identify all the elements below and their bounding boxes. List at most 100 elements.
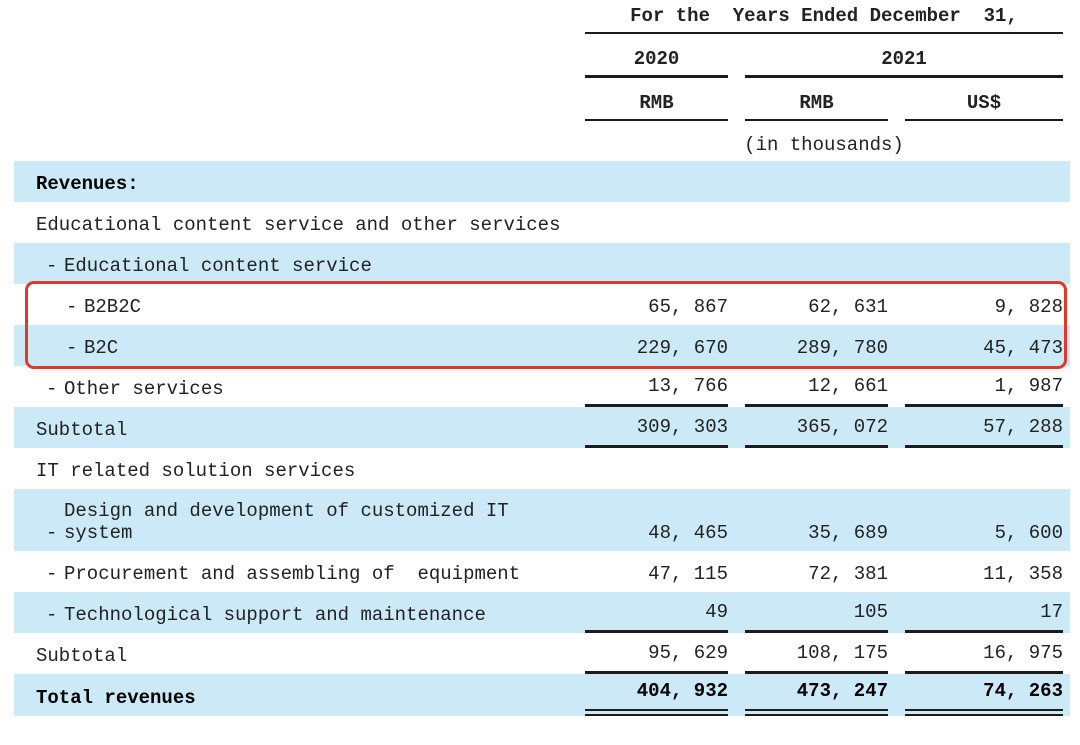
- period-header-row: For the Years Ended December 31,: [14, 0, 1070, 34]
- revenue-breakdown-table: For the Years Ended December 31, 2020 20…: [14, 0, 1070, 716]
- row-label-cell: IT related solution services: [14, 448, 585, 489]
- row-label: Other services: [64, 378, 224, 400]
- value-2021-usd: [905, 448, 1063, 489]
- value-2020-rmb: 309, 303: [585, 407, 728, 448]
- column-gap: [888, 243, 905, 284]
- row-label-cell: Revenues:: [14, 161, 585, 202]
- value-2020-rmb: 65, 867: [648, 296, 728, 318]
- column-gap: [888, 592, 905, 633]
- value-2021-usd: 1, 987: [905, 366, 1063, 407]
- value-2021-usd: 5, 600: [994, 522, 1063, 544]
- table-row: - B2B2C 65, 867 62, 631 9, 828: [14, 284, 1070, 325]
- table-row: Subtotal 95, 629 108, 175 16, 975: [14, 633, 1070, 674]
- value-2021-rmb: 365, 072: [745, 407, 888, 448]
- value-2021-rmb: 35, 689: [808, 522, 888, 544]
- value-2021-rmb: [745, 202, 888, 243]
- rmb-2021-header: RMB: [745, 88, 888, 121]
- column-gap: [728, 448, 745, 489]
- table-row: Revenues:: [14, 161, 1070, 202]
- value-2020-rmb: 404, 932: [585, 674, 728, 716]
- dash-bullet: -: [66, 337, 78, 359]
- table-body: Revenues: Educational content service an…: [14, 161, 1070, 716]
- row-label: B2B2C: [84, 296, 142, 318]
- column-gap: [728, 325, 745, 366]
- table-row: IT related solution services: [14, 448, 1070, 489]
- usd-2021-header: US$: [905, 88, 1063, 121]
- column-gap: [888, 489, 905, 551]
- row-label: Subtotal: [36, 419, 128, 441]
- column-gap: [728, 243, 745, 284]
- units-note-row: (in thousands): [14, 121, 1070, 161]
- value-2021-rmb: [745, 161, 888, 202]
- row-label-cell: Educational content service and other se…: [14, 202, 585, 243]
- value-2021-rmb: 12, 661: [745, 366, 888, 407]
- column-gap: [888, 161, 905, 202]
- row-label-cell: - B2C: [14, 325, 585, 366]
- column-gap: [888, 366, 905, 407]
- value-2021-rmb: 72, 381: [808, 563, 888, 585]
- year-2020-header: 2020: [585, 44, 728, 78]
- dash-bullet: -: [46, 604, 58, 626]
- column-gap: [728, 88, 745, 121]
- value-2021-rmb: 105: [745, 592, 888, 633]
- value-2020-rmb: [585, 161, 728, 202]
- row-label-cell: Subtotal: [14, 633, 585, 674]
- row-label-cell: - Procurement and assembling of equipmen…: [14, 551, 585, 592]
- value-2021-rmb: [745, 448, 888, 489]
- row-label: Subtotal: [36, 645, 128, 667]
- value-2020-rmb: 49: [585, 592, 728, 633]
- column-gap: [728, 161, 745, 202]
- row-label: Procurement and assembling of equipment: [64, 563, 521, 585]
- value-2021-usd: 11, 358: [983, 563, 1063, 585]
- value-2021-rmb: 62, 631: [808, 296, 888, 318]
- column-gap: [728, 202, 745, 243]
- column-gap: [728, 489, 745, 551]
- column-gap: [888, 633, 905, 674]
- row-label: Educational content service and other se…: [36, 214, 561, 236]
- row-label-cell: - Design and development of customized I…: [14, 489, 585, 551]
- header-spacer: [14, 44, 585, 78]
- row-label: IT related solution services: [36, 460, 356, 482]
- value-2021-usd: 74, 263: [905, 674, 1063, 716]
- year-header-row: 2020 2021: [14, 44, 1070, 78]
- row-label-cell: - B2B2C: [14, 284, 585, 325]
- row-label-cell: Total revenues: [14, 674, 585, 716]
- table-row: - B2C 229, 670 289, 780 45, 473: [14, 325, 1070, 366]
- row-label-cell: - Technological support and maintenance: [14, 592, 585, 633]
- units-note: (in thousands): [744, 134, 904, 156]
- value-2021-rmb: 473, 247: [745, 674, 888, 716]
- value-2021-usd: 57, 288: [905, 407, 1063, 448]
- column-gap: [728, 366, 745, 407]
- header-spacer: [14, 121, 585, 161]
- table-row: - Educational content service: [14, 243, 1070, 284]
- value-2020-rmb: 47, 115: [648, 563, 728, 585]
- row-label-cell: - Educational content service: [14, 243, 585, 284]
- table-row: Total revenues 404, 932 473, 247 74, 263: [14, 674, 1070, 716]
- value-2021-usd: [905, 161, 1063, 202]
- value-2020-rmb: [585, 243, 728, 284]
- value-2020-rmb: 48, 465: [648, 522, 728, 544]
- value-2020-rmb: 13, 766: [585, 366, 728, 407]
- row-label: Technological support and maintenance: [64, 604, 486, 626]
- row-label: Total revenues: [36, 687, 196, 709]
- rmb-2020-header: RMB: [585, 88, 728, 121]
- table-row: Subtotal 309, 303 365, 072 57, 288: [14, 407, 1070, 448]
- column-gap: [888, 88, 905, 121]
- table-row: - Design and development of customized I…: [14, 489, 1070, 551]
- value-2021-usd: 17: [905, 592, 1063, 633]
- column-gap: [888, 674, 905, 716]
- value-2021-rmb: [745, 243, 888, 284]
- column-gap: [888, 551, 905, 592]
- value-2021-rmb: 289, 780: [796, 337, 888, 359]
- column-gap: [888, 407, 905, 448]
- value-2020-rmb: 229, 670: [636, 337, 728, 359]
- table-row: - Technological support and maintenance …: [14, 592, 1070, 633]
- value-2021-usd: 16, 975: [905, 633, 1063, 674]
- table-row: - Other services 13, 766 12, 661 1, 987: [14, 366, 1070, 407]
- value-2021-usd: 45, 473: [983, 337, 1063, 359]
- period-header: For the Years Ended December 31,: [585, 0, 1063, 34]
- dash-bullet: -: [46, 563, 58, 585]
- row-label-cell: Subtotal: [14, 407, 585, 448]
- dash-bullet: -: [46, 378, 58, 400]
